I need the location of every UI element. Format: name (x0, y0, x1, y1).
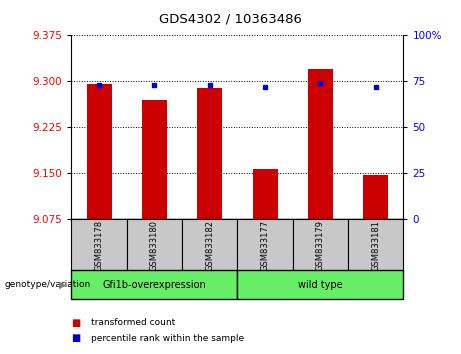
Bar (71, 270, 237, 299)
Bar (142, 100, 167, 219)
Text: GDS4302 / 10363486: GDS4302 / 10363486 (159, 12, 302, 25)
Text: percentile rank within the sample: percentile rank within the sample (91, 333, 244, 343)
Text: GSM833178: GSM833178 (95, 219, 104, 271)
Text: ■: ■ (71, 318, 81, 328)
Bar (127, 219, 182, 271)
Bar (182, 219, 237, 271)
Text: wild type: wild type (298, 280, 343, 290)
Bar (197, 87, 222, 219)
Bar (237, 219, 293, 271)
Text: ▶: ▶ (59, 280, 67, 290)
Bar (363, 175, 388, 219)
Text: ■: ■ (71, 333, 81, 343)
Text: GSM833181: GSM833181 (371, 219, 380, 271)
Bar (348, 219, 403, 271)
Bar (71, 219, 127, 271)
Text: genotype/variation: genotype/variation (5, 280, 91, 289)
Bar (237, 270, 403, 299)
Bar (308, 69, 333, 219)
Text: GSM833179: GSM833179 (316, 219, 325, 271)
Text: GSM833177: GSM833177 (260, 219, 270, 271)
Bar (253, 169, 278, 219)
Text: transformed count: transformed count (91, 318, 175, 327)
Text: GSM833182: GSM833182 (205, 219, 214, 271)
Text: Gfi1b-overexpression: Gfi1b-overexpression (102, 280, 207, 290)
Bar (87, 85, 112, 219)
Text: GSM833180: GSM833180 (150, 219, 159, 271)
Bar (293, 219, 348, 271)
